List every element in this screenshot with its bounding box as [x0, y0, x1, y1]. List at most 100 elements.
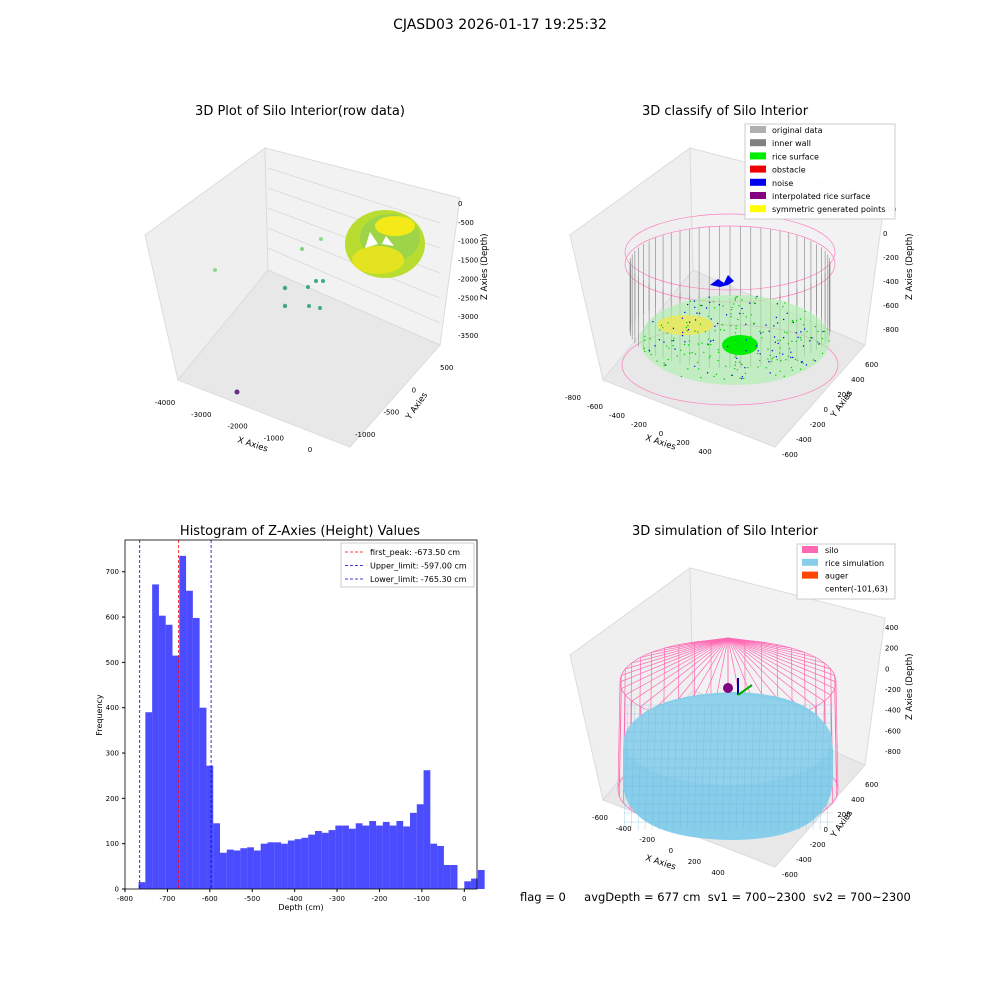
- histogram-bar: [403, 826, 410, 889]
- histogram-ytick: 200: [106, 795, 119, 803]
- classify-ytick: 200: [837, 391, 850, 399]
- simulation-legend-swatch: [802, 546, 818, 553]
- raw-ytick: -500: [383, 409, 399, 417]
- histogram-ytick: 300: [106, 750, 119, 758]
- simulation-ztick: -600: [885, 727, 901, 735]
- histogram-bar: [240, 848, 248, 889]
- status-footer: flag = 0 avgDepth = 677 cm sv1 = 700~230…: [520, 890, 911, 904]
- raw-ztick: -2500: [458, 294, 478, 302]
- simulation-xtick: 400: [711, 869, 724, 877]
- panel-raw-title: 3D Plot of Silo Interior(row data): [195, 104, 405, 119]
- histogram-xtick: -600: [202, 895, 218, 903]
- histogram-xtick: -500: [244, 895, 260, 903]
- histogram-legend-label: Upper_limit: -597.00 cm: [370, 562, 467, 571]
- histogram-bar: [342, 825, 349, 889]
- panel-simulation-title: 3D simulation of Silo Interior: [632, 524, 818, 539]
- raw-ztick: -3000: [458, 313, 478, 321]
- histogram-bar: [308, 834, 315, 889]
- histogram-xtick: -800: [117, 895, 133, 903]
- simulation-legend-swatch: [802, 558, 818, 566]
- histogram-ytick: 500: [106, 659, 119, 667]
- raw-ztick: 0: [458, 200, 462, 208]
- raw-ztick: -2000: [458, 275, 478, 283]
- raw-xtick: -4000: [155, 399, 175, 407]
- histogram-bar: [281, 843, 288, 889]
- histogram-bar: [369, 821, 377, 889]
- classify-legend-label: symmetric generated points: [772, 205, 885, 214]
- histogram-bar: [206, 765, 214, 889]
- histogram-bar: [138, 882, 146, 889]
- histogram-xtick: -200: [372, 895, 388, 903]
- figure-title: CJASD03 2026-01-17 19:25:32: [393, 17, 607, 33]
- simulation-legend-label: silo: [825, 546, 839, 555]
- classify-3d-plot: -800-600-400-20002004006004002000-200-40…: [565, 123, 915, 459]
- raw-ytick: -1000: [355, 431, 375, 439]
- simulation-ztick: -400: [885, 707, 901, 715]
- simulation-3d-plot: -600-400-20002004006004002000-200-400-60…: [569, 543, 915, 879]
- simulation-xtick: -200: [639, 836, 655, 844]
- simulation-ytick: -400: [796, 856, 812, 864]
- histogram-bar: [213, 823, 220, 889]
- simulation-legend-label: auger: [825, 572, 849, 581]
- classify-ytick: 400: [851, 376, 864, 384]
- simulation-auger-y-arrow: [737, 684, 753, 696]
- histogram-title: Histogram of Z-Axies (Height) Values: [179, 524, 421, 539]
- simulation-xlabel: X Axies: [644, 853, 677, 872]
- simulation-zlabel: Z Axies (Depth): [905, 653, 915, 720]
- classify-xtick: -800: [565, 394, 581, 402]
- histogram-bar: [423, 770, 431, 889]
- histogram-bar: [409, 812, 417, 889]
- simulation-ytick: 200: [837, 811, 850, 819]
- histogram-bar: [247, 847, 254, 889]
- classify-xtick: 200: [676, 439, 689, 447]
- raw-ytick: 500: [440, 364, 453, 372]
- classify-xtick: 400: [698, 448, 711, 456]
- simulation-legend: silo rice simulation auger center(-101,63): [796, 543, 896, 600]
- histogram-legend-label: first_peak: -673.50 cm: [370, 548, 460, 557]
- footer-sv2: sv2 = 700~2300: [812, 890, 911, 904]
- classify-xtick: -200: [631, 421, 647, 429]
- histogram-bar: [328, 830, 336, 889]
- classify-ytick: -200: [810, 421, 826, 429]
- classify-legend-label: noise: [772, 179, 793, 188]
- histogram-bar: [471, 878, 478, 889]
- classify-legend-label: obstacle: [772, 166, 806, 175]
- raw-ytick: 0: [412, 386, 416, 394]
- histogram-xtick: 0: [462, 895, 466, 903]
- histogram-bar: [362, 825, 370, 889]
- histogram-bar: [192, 617, 200, 889]
- histogram-ytick: 100: [106, 840, 119, 848]
- raw-ylabel: Y Axies: [404, 390, 431, 422]
- classify-xtick: -600: [587, 403, 603, 411]
- classify-legend-label: rice surface: [772, 152, 819, 161]
- simulation-xtick: 0: [669, 847, 673, 855]
- simulation-ztick: 200: [885, 645, 898, 653]
- histogram-xlabel: Depth (cm): [278, 903, 323, 912]
- classify-ztick: 0: [883, 230, 887, 238]
- classify-legend-swatch: [750, 139, 766, 147]
- histogram-bar: [382, 821, 390, 889]
- classify-xtick: 0: [659, 430, 663, 438]
- histogram-bar: [450, 864, 458, 889]
- histogram-axes-frame: [124, 539, 478, 890]
- raw-ztick: -500: [458, 219, 474, 227]
- histogram-bar: [172, 655, 180, 889]
- footer-avg-depth: avgDepth = 677 cm: [584, 890, 701, 904]
- simulation-xtick: 200: [688, 858, 701, 866]
- histogram-bar: [416, 804, 424, 889]
- histogram-bar: [186, 590, 193, 889]
- classify-legend-swatch: [750, 178, 766, 186]
- classify-zlabel: Z Axies (Depth): [905, 233, 915, 300]
- histogram-bar: [179, 555, 187, 889]
- panel-classify-title: 3D classify of Silo Interior: [641, 104, 809, 119]
- simulation-xtick: -400: [616, 825, 632, 833]
- histogram-bar: [294, 839, 302, 889]
- histogram-bar: [165, 624, 173, 889]
- histogram-bar: [437, 845, 444, 889]
- simulation-ytick: 600: [865, 781, 878, 789]
- histogram-ytick: 600: [106, 614, 119, 622]
- classify-legend-swatch: [750, 205, 766, 213]
- histogram-bar: [260, 843, 268, 889]
- simulation-ytick: -200: [810, 841, 826, 849]
- histogram-bar: [321, 832, 329, 889]
